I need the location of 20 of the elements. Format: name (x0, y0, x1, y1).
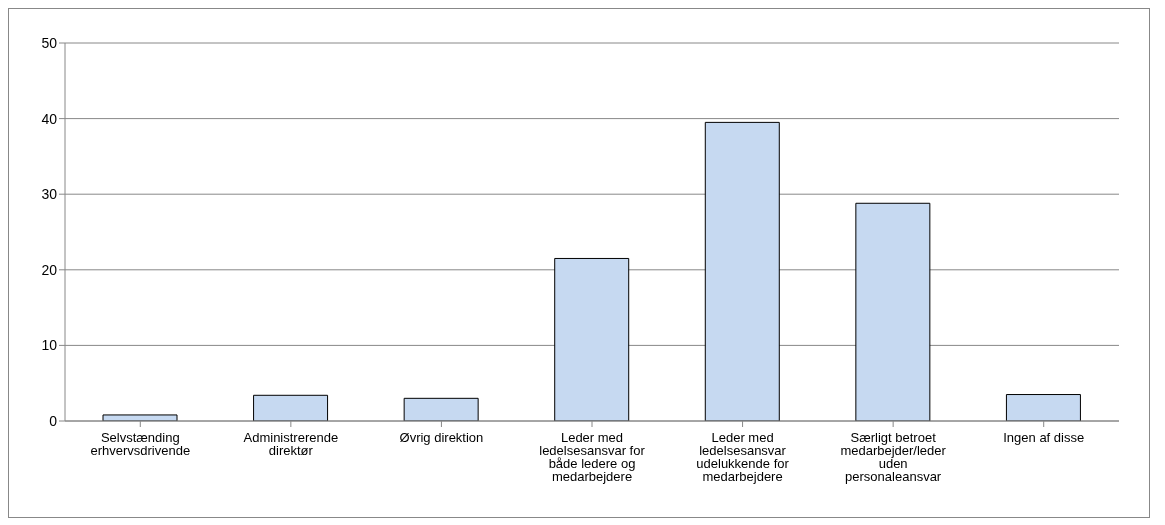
y-tick-label: 20 (41, 261, 58, 278)
bar (403, 397, 479, 421)
x-tick-label: Administrerende direktør (243, 430, 339, 459)
x-tick-label: Leder med ledelsesansvar udelukkende for medarbejdere (696, 430, 790, 485)
bar (704, 121, 780, 421)
y-tick-label: 10 (41, 337, 58, 354)
x-tick-label: Leder med ledelsesansvar for både ledere og medarbejdere (539, 430, 646, 485)
y-tick-label: 30 (41, 186, 58, 203)
bar (554, 257, 630, 421)
bar (855, 202, 931, 421)
bar (253, 394, 329, 421)
bar (102, 414, 178, 421)
bar (1005, 394, 1081, 421)
x-tick-label: Øvrig direktion (399, 430, 484, 446)
x-tick-label: Selvstænding erhvervsdrivende (90, 430, 191, 459)
y-tick-label: 0 (49, 412, 58, 429)
x-tick-label: Ingen af disse (1003, 430, 1085, 446)
y-tick-label: 50 (41, 34, 58, 51)
x-tick-label: Særligt betroet medarbejder/leder uden personaleansvar (840, 430, 947, 485)
y-tick-label: 40 (41, 110, 58, 127)
